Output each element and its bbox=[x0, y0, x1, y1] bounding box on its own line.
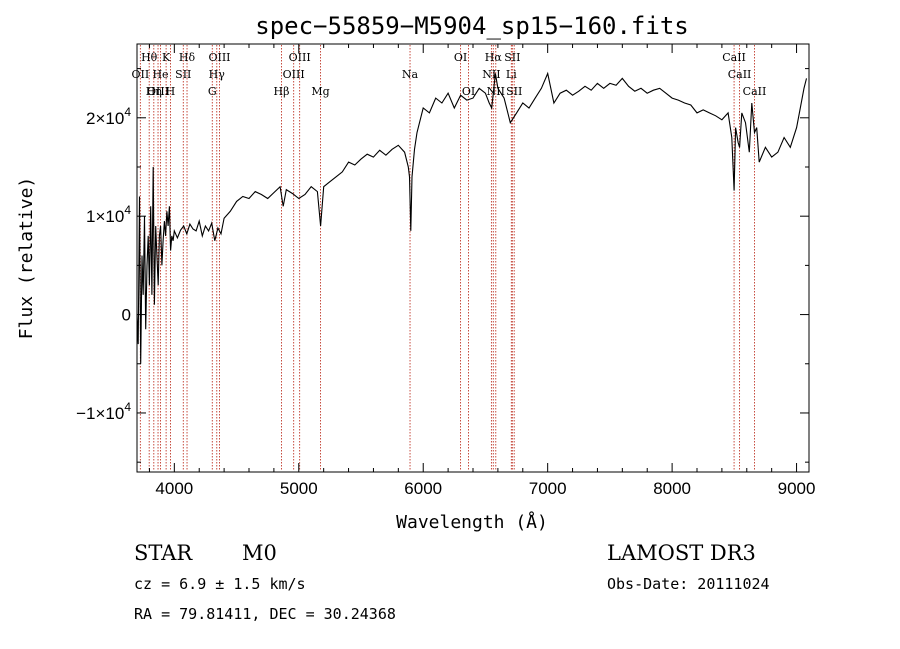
y-tick-mantissa: 1×10 bbox=[86, 207, 124, 226]
line-label: He bbox=[152, 68, 168, 81]
plot-frame bbox=[136, 43, 810, 473]
line-label: H bbox=[166, 85, 176, 98]
y-tick-exponent: 4 bbox=[124, 105, 131, 119]
x-tick-label: 7000 bbox=[529, 479, 567, 498]
x-tick-label: 9000 bbox=[778, 479, 816, 498]
line-label: NII bbox=[487, 85, 505, 98]
y-tick-label: 0 bbox=[122, 306, 131, 325]
line-label: Hα bbox=[485, 51, 503, 64]
line-label: SII bbox=[504, 51, 520, 64]
line-label: OIII bbox=[208, 51, 230, 64]
line-label: OI bbox=[454, 51, 467, 64]
y-tick-exponent: 4 bbox=[124, 203, 131, 217]
y-tick-label: −1×104 bbox=[76, 400, 131, 423]
line-label: Hθ bbox=[141, 51, 158, 64]
redshift-cz: cz = 6.9 ± 1.5 km/s bbox=[134, 575, 306, 593]
line-label: Na bbox=[402, 68, 419, 81]
line-label: OI bbox=[462, 85, 475, 98]
line-label: K bbox=[162, 51, 171, 64]
line-label: OIII bbox=[283, 68, 305, 81]
x-tick-label: 4000 bbox=[155, 479, 193, 498]
y-tick-mantissa: 0 bbox=[122, 306, 131, 325]
line-label: CaII bbox=[722, 51, 746, 64]
line-label: OIII bbox=[147, 85, 169, 98]
line-label: OIII bbox=[289, 51, 311, 64]
y-tick-label: 1×104 bbox=[86, 203, 131, 226]
x-tick-label: 6000 bbox=[404, 479, 442, 498]
line-label: G bbox=[208, 85, 217, 98]
line-label: Hβ bbox=[274, 85, 290, 98]
object-subclass: M0 bbox=[242, 541, 277, 565]
y-tick-label: 2×104 bbox=[86, 105, 131, 128]
line-label: CaII bbox=[728, 68, 752, 81]
object-class: STAR bbox=[134, 541, 193, 565]
x-axis-label: Wavelength (Å) bbox=[396, 511, 548, 533]
chart-title: spec−55859−M5904_sp15−160.fits bbox=[255, 12, 688, 40]
line-label: Li bbox=[506, 68, 517, 81]
line-label: SII bbox=[506, 85, 522, 98]
y-tick-exponent: 4 bbox=[124, 400, 131, 414]
y-tick-mantissa: −1×10 bbox=[76, 404, 124, 423]
y-axis-label: Flux (relative) bbox=[16, 177, 37, 340]
survey-name: LAMOST DR3 bbox=[607, 541, 756, 565]
observation-date: Obs-Date: 20111024 bbox=[607, 575, 770, 593]
sky-coordinates: RA = 79.81411, DEC = 30.24368 bbox=[134, 605, 396, 623]
x-tick-label: 8000 bbox=[653, 479, 691, 498]
emission-lines-layer bbox=[139, 45, 755, 471]
line-label: NII bbox=[482, 68, 500, 81]
line-labels-layer: Hθ OII OIII He Hη K H SII Hδ G Hγ OIII Hβ OIII OIII Mg N… bbox=[132, 51, 767, 98]
line-label: SII bbox=[175, 68, 191, 81]
line-label: Hγ bbox=[209, 68, 226, 81]
line-label: Mg bbox=[311, 85, 329, 98]
line-label: Hδ bbox=[179, 51, 196, 64]
line-label: OII bbox=[132, 68, 150, 81]
line-label: Hη bbox=[146, 85, 162, 98]
x-axis-ticks: 4000 5000 6000 7000 8000 9000 bbox=[148, 44, 816, 498]
spectrum-series-line bbox=[136, 71, 808, 364]
line-label: CaII bbox=[743, 85, 767, 98]
y-tick-mantissa: 2×10 bbox=[86, 109, 124, 128]
x-tick-label: 5000 bbox=[280, 479, 318, 498]
